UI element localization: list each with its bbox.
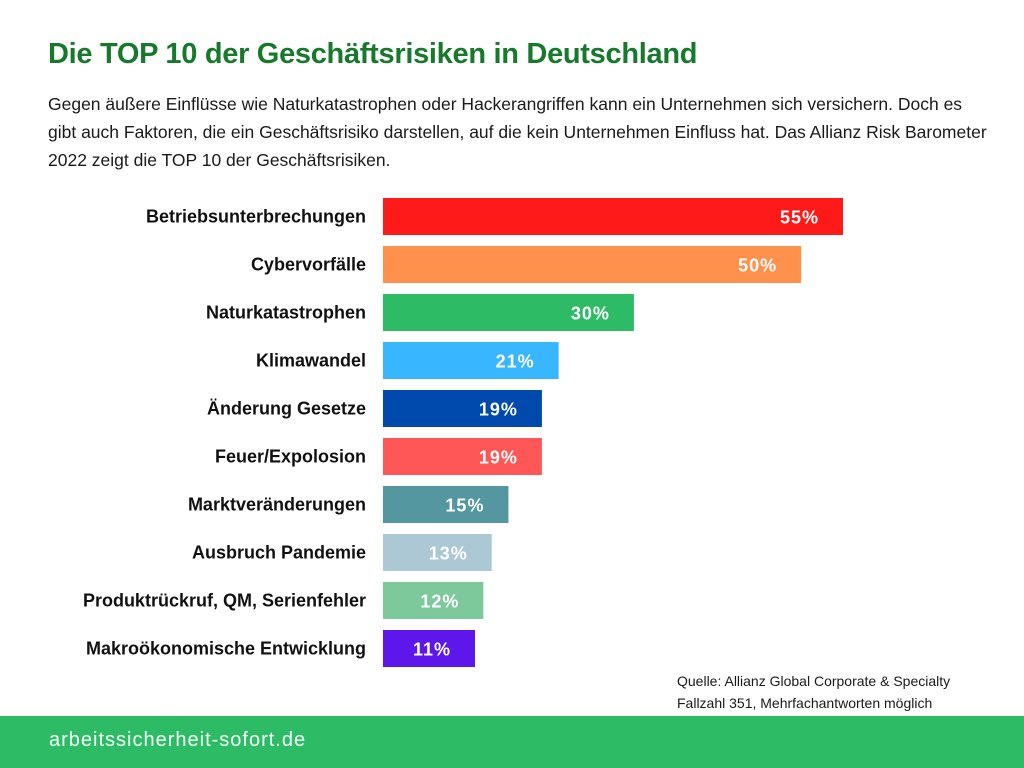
bar-group: Betriebsunterbrechungen 55% (146, 198, 843, 235)
bar (383, 198, 843, 235)
data-label: 15% (445, 496, 484, 516)
data-label: 19% (479, 448, 518, 468)
data-label: 50% (738, 256, 777, 276)
source-note: Quelle: Allianz Global Corporate & Speci… (677, 670, 950, 714)
data-label: 19% (479, 400, 518, 420)
data-label: 13% (429, 544, 468, 564)
bar-group: Produktrückruf, QM, Serienfehler 12% (83, 582, 484, 619)
bar-group: Feuer/Expolosion 19% (215, 438, 542, 475)
bar-group: Änderung Gesetze 19% (207, 390, 542, 427)
bar-group: Makroökonomische Entwicklung 11% (86, 630, 475, 667)
bar (383, 630, 475, 667)
data-label: 11% (413, 640, 451, 660)
data-label: 30% (571, 304, 610, 324)
bar (383, 582, 484, 619)
data-label: 21% (496, 352, 535, 372)
category-label: Produktrückruf, QM, Serienfehler (83, 591, 366, 611)
category-label: Naturkatastrophen (206, 303, 366, 323)
data-label: 12% (420, 592, 459, 612)
bar-group: Klimawandel 21% (256, 342, 559, 379)
bar-chart: Betriebsunterbrechungen 55% Cybervorfälle 5… (83, 198, 843, 667)
bar (383, 342, 559, 379)
category-label: Feuer/Expolosion (215, 447, 366, 467)
bar (383, 438, 542, 475)
bar (383, 294, 634, 331)
category-label: Cybervorfälle (251, 255, 366, 275)
bar (383, 390, 542, 427)
source-line: Quelle: Allianz Global Corporate & Speci… (677, 673, 951, 689)
category-label: Änderung Gesetze (207, 399, 366, 419)
sample-size-line: Fallzahl 351, Mehrfachantworten möglich (677, 695, 933, 711)
data-label: 55% (780, 208, 819, 228)
footer-bar: arbeitssicherheit-sofort.de (0, 716, 1024, 768)
category-label: Ausbruch Pandemie (192, 543, 366, 563)
category-label: Betriebsunterbrechungen (146, 207, 366, 227)
category-label: Klimawandel (256, 351, 366, 371)
chart-title: Die TOP 10 der Geschäftsrisiken in Deuts… (48, 38, 698, 70)
bar (383, 486, 509, 523)
bar-group: Cybervorfälle 50% (251, 246, 802, 283)
bar (383, 534, 492, 571)
category-label: Makroökonomische Entwicklung (86, 639, 366, 659)
intro-text: Gegen äußere Einflüsse wie Naturkatastro… (48, 94, 987, 170)
footer-website: arbeitssicherheit-sofort.de (49, 729, 307, 751)
bar (383, 246, 802, 283)
category-label: Marktveränderungen (188, 495, 366, 515)
bar-group: Marktveränderungen 15% (188, 486, 509, 523)
bar-group: Naturkatastrophen 30% (206, 294, 634, 331)
bar-group: Ausbruch Pandemie 13% (192, 534, 492, 571)
